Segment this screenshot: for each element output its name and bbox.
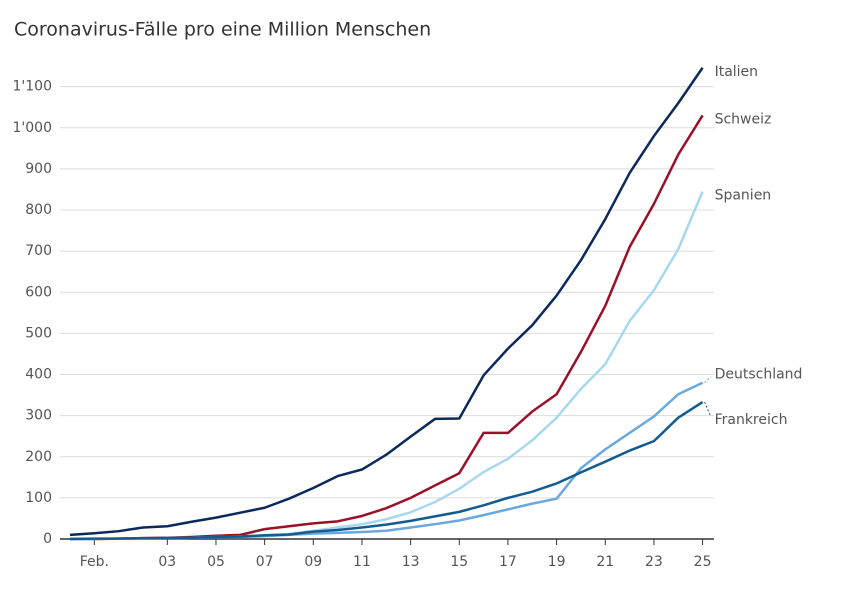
- y-tick-label: 1'100: [13, 79, 52, 95]
- y-tick-label: 1'000: [13, 120, 52, 136]
- chart-title: Coronavirus-Fälle pro eine Million Mensc…: [14, 19, 431, 41]
- x-tick-label: 07: [256, 554, 274, 570]
- y-tick-label: 100: [25, 490, 52, 506]
- y-tick-label: 700: [25, 243, 52, 259]
- label-connector: [704, 376, 711, 384]
- x-tick-label: 15: [450, 554, 468, 570]
- series-line: [69, 67, 704, 537]
- series-label: Italien: [715, 64, 758, 80]
- x-tick-label: 19: [548, 554, 566, 570]
- series-line: [70, 114, 704, 541]
- series-label: Deutschland: [715, 367, 803, 383]
- x-tick-label: Feb.: [80, 554, 109, 570]
- x-tick-label: 11: [353, 554, 371, 570]
- y-tick-label: 300: [25, 408, 52, 424]
- x-tick-label: 17: [499, 554, 517, 570]
- x-tick-label: 25: [694, 554, 712, 570]
- series-label: Schweiz: [715, 111, 772, 127]
- series-line: [70, 191, 704, 541]
- x-tick-label: 13: [402, 554, 420, 570]
- x-tick-label: 09: [304, 554, 322, 570]
- y-tick-label: 200: [25, 449, 52, 465]
- x-tick-label: 05: [207, 554, 225, 570]
- x-tick-label: 21: [596, 554, 614, 570]
- x-tick-label: 23: [645, 554, 663, 570]
- y-tick-label: 900: [25, 161, 52, 177]
- y-tick-label: 0: [43, 531, 52, 547]
- series-label: Frankreich: [715, 412, 788, 428]
- label-connector: [704, 401, 712, 417]
- series-label: Spanien: [715, 188, 772, 204]
- x-tick-label: 03: [158, 554, 176, 570]
- y-tick-label: 400: [25, 367, 52, 383]
- series-line: [69, 401, 704, 541]
- y-tick-label: 600: [25, 284, 52, 300]
- y-tick-label: 800: [25, 202, 52, 218]
- y-tick-label: 500: [25, 325, 52, 341]
